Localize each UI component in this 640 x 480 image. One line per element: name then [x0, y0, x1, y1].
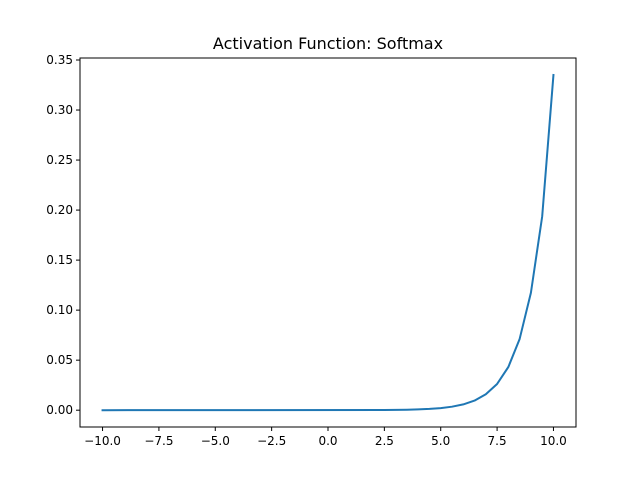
y-tick-label: 0.00 — [46, 403, 73, 417]
x-tick-label: −10.0 — [84, 434, 121, 448]
y-tick-label: 0.20 — [46, 203, 73, 217]
y-tick-label: 0.35 — [46, 53, 73, 67]
y-tick-label: 0.30 — [46, 103, 73, 117]
y-tick-label: 0.25 — [46, 153, 73, 167]
plot-area — [101, 73, 555, 412]
series-line-0 — [101, 73, 555, 412]
x-tick-label: −5.0 — [201, 434, 230, 448]
chart-title: Activation Function: Softmax — [213, 34, 443, 53]
ticks: −10.0 −7.5 −5.0 −2.5 0.0 2.5 5.0 7.5 10.0 0.00 0.0… — [46, 53, 567, 448]
x-tick-label: 7.5 — [488, 434, 507, 448]
x-tick-label: −7.5 — [144, 434, 173, 448]
y-tick-label: 0.10 — [46, 303, 73, 317]
axes-frame — [79, 57, 577, 428]
x-tick-label: 2.5 — [375, 434, 394, 448]
x-tick-label: −2.5 — [257, 434, 286, 448]
y-tick-label: 0.15 — [46, 253, 73, 267]
x-tick-label: 10.0 — [540, 434, 567, 448]
axes — [79, 57, 577, 428]
x-tick-label: 5.0 — [431, 434, 450, 448]
y-tick-label: 0.05 — [46, 353, 73, 367]
x-tick-label: 0.0 — [318, 434, 337, 448]
